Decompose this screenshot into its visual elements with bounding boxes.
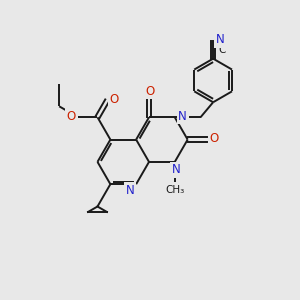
Text: N: N (126, 184, 135, 196)
Text: N: N (216, 33, 224, 46)
Text: O: O (146, 85, 154, 98)
Text: N: N (178, 110, 187, 123)
Text: O: O (110, 93, 119, 106)
Text: O: O (67, 110, 76, 123)
Text: O: O (209, 132, 218, 145)
Text: N: N (171, 163, 180, 176)
Text: C: C (218, 45, 226, 55)
Text: CH₃: CH₃ (165, 184, 184, 195)
